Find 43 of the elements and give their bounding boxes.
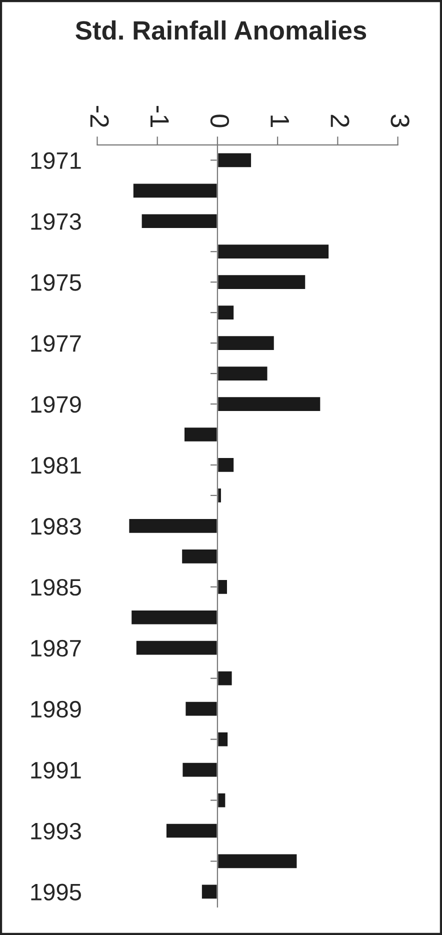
y-tick-label: 1989	[31, 700, 81, 718]
bar	[184, 700, 218, 718]
y-tick-label: 1971	[31, 152, 81, 169]
bar	[183, 426, 218, 443]
x-tick-label: 3	[390, 114, 410, 128]
bar	[216, 152, 252, 168]
y-tick-label: 1995	[31, 884, 81, 900]
bar	[216, 396, 322, 412]
x-tick-label: 0	[210, 114, 230, 128]
bar	[132, 182, 218, 199]
bar	[180, 548, 218, 565]
bar	[216, 670, 234, 687]
x-tick-label: -2	[90, 106, 109, 127]
y-tick-label: 1977	[31, 335, 81, 352]
x-tick-label: 1	[270, 116, 289, 127]
bar	[216, 852, 298, 870]
bar	[181, 761, 218, 778]
bar	[140, 212, 218, 230]
bar	[216, 365, 269, 382]
y-tick-label: 1993	[31, 822, 81, 840]
bar	[216, 456, 235, 474]
bar	[216, 274, 307, 290]
bar	[216, 334, 276, 352]
bar	[200, 883, 218, 900]
y-tick-label: 1973	[31, 213, 81, 230]
x-tick-label: -1	[150, 106, 169, 127]
bar	[165, 822, 218, 840]
y-tick-label: 1987	[31, 640, 81, 657]
y-tick-label: 1979	[31, 396, 81, 413]
bar	[130, 609, 218, 626]
bar	[135, 640, 218, 656]
bar	[216, 304, 235, 321]
y-tick-label: 1975	[31, 274, 81, 291]
bar	[128, 518, 218, 534]
bar	[216, 730, 229, 748]
y-tick-label: 1991	[31, 762, 81, 779]
y-tick-label: 1981	[31, 457, 81, 474]
y-tick-label: 1983	[31, 518, 81, 535]
chart-title: Std. Rainfall Anomalies	[76, 20, 366, 40]
y-tick-label: 1985	[31, 578, 81, 596]
bar	[216, 578, 228, 596]
x-tick-label: 2	[330, 114, 350, 127]
bar	[216, 243, 330, 260]
